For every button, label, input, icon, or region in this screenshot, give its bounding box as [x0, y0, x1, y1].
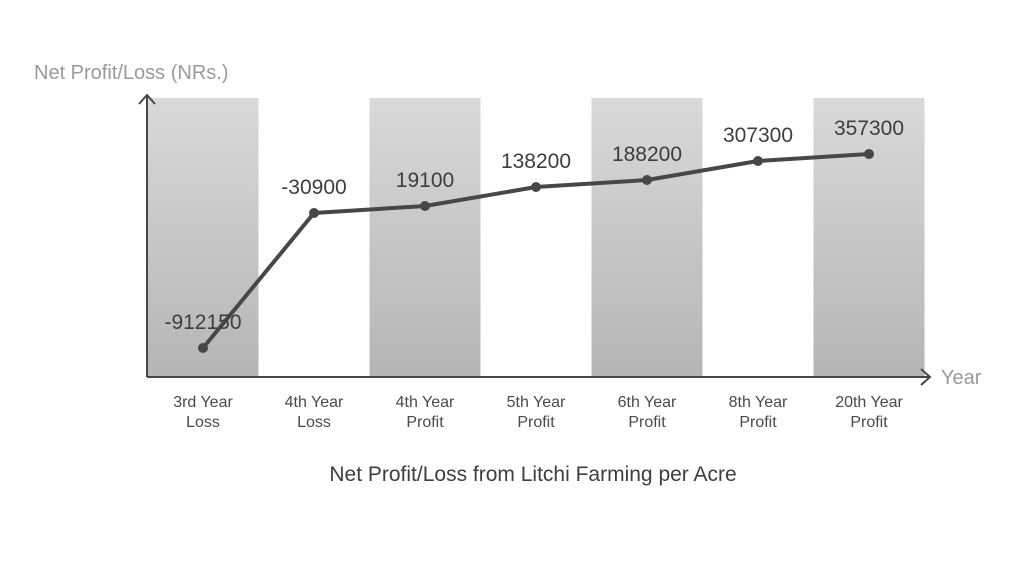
x-tick-label: 4th Year Profit [396, 394, 455, 431]
x-tick-labels: 3rd Year Loss 4th Year Loss 4th Year Profit 5t… [173, 394, 903, 431]
x-tick-label: 6th Year Profit [618, 394, 677, 431]
x-axis-arrow-icon [920, 368, 932, 386]
column-band [147, 98, 259, 377]
data-point [420, 201, 430, 211]
column-band [591, 98, 703, 377]
data-label: 357300 [834, 117, 904, 140]
x-tick-label: 4th Year Loss [285, 394, 344, 431]
data-label: 19100 [396, 169, 454, 192]
data-point [198, 343, 208, 353]
x-tick-label: 5th Year Profit [507, 394, 566, 431]
x-tick-label: 20th Year Profit [835, 394, 903, 431]
data-label: 307300 [723, 124, 793, 147]
data-point [753, 156, 763, 166]
y-axis-arrow-icon [138, 93, 156, 105]
data-label: 138200 [501, 150, 571, 173]
data-label: 188200 [612, 143, 682, 166]
data-point [531, 182, 541, 192]
column-band [813, 98, 925, 377]
x-tick-label: 8th Year Profit [729, 394, 788, 431]
y-axis-title: Net Profit/Loss (NRs.) [34, 62, 228, 84]
series-net-profit [198, 149, 874, 353]
data-label: -912150 [164, 311, 241, 334]
chart-title: Net Profit/Loss from Litchi Farming per … [329, 463, 736, 486]
x-tick-label: 3rd Year Loss [173, 394, 233, 431]
x-axis-title: Year [941, 367, 982, 389]
data-point [309, 208, 319, 218]
column-bands [147, 98, 925, 377]
data-point [864, 149, 874, 159]
data-labels: -912150 -30900 19100 138200 188200 307300 3573… [164, 117, 904, 334]
data-label: -30900 [281, 176, 346, 199]
column-band [369, 98, 481, 377]
axes [138, 93, 932, 386]
data-point [642, 175, 652, 185]
